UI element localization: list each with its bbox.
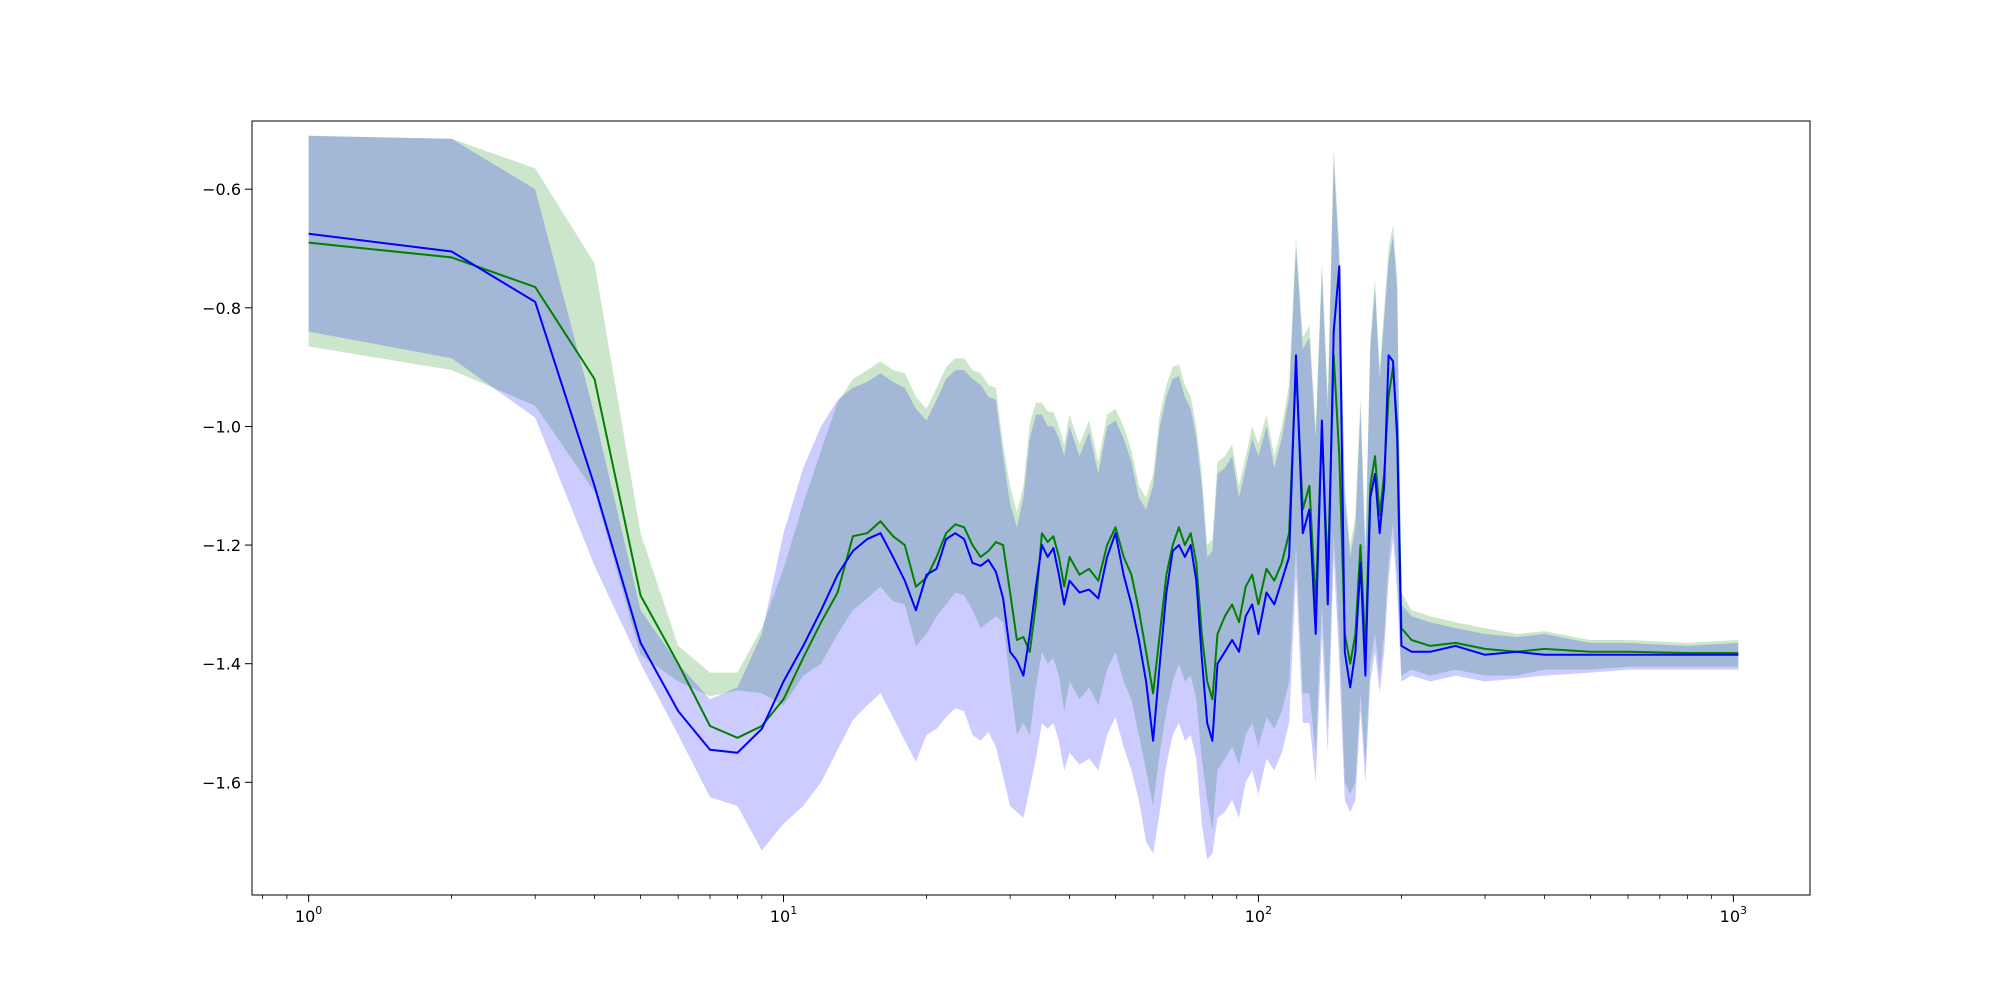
y-tick-label: −0.8 [202,299,241,318]
y-tick-label: −1.0 [202,417,241,436]
y-tick-label: −1.2 [202,536,241,555]
x-tick-label: 101 [770,904,797,926]
x-tick-label: 102 [1245,904,1272,926]
x-tick-label: 103 [1720,904,1747,926]
plot-area-frame [251,120,1811,896]
y-axis: −0.6 −0.8 −1.0 −1.2 −1.4 −1.6 [202,180,252,792]
series-lines [308,232,1739,754]
x-axis: 100 101 102 103 [262,895,1747,926]
y-tick-label: −1.4 [202,655,241,674]
confidence-bands [308,135,1739,860]
y-tick-label: −0.6 [202,180,241,199]
x-tick-label: 100 [295,904,322,926]
series-1-band [308,135,1739,830]
series-2-band [308,135,1739,860]
series-2-line [308,232,1739,754]
series-1-line [308,241,1739,739]
y-tick-label: −1.6 [202,773,241,792]
